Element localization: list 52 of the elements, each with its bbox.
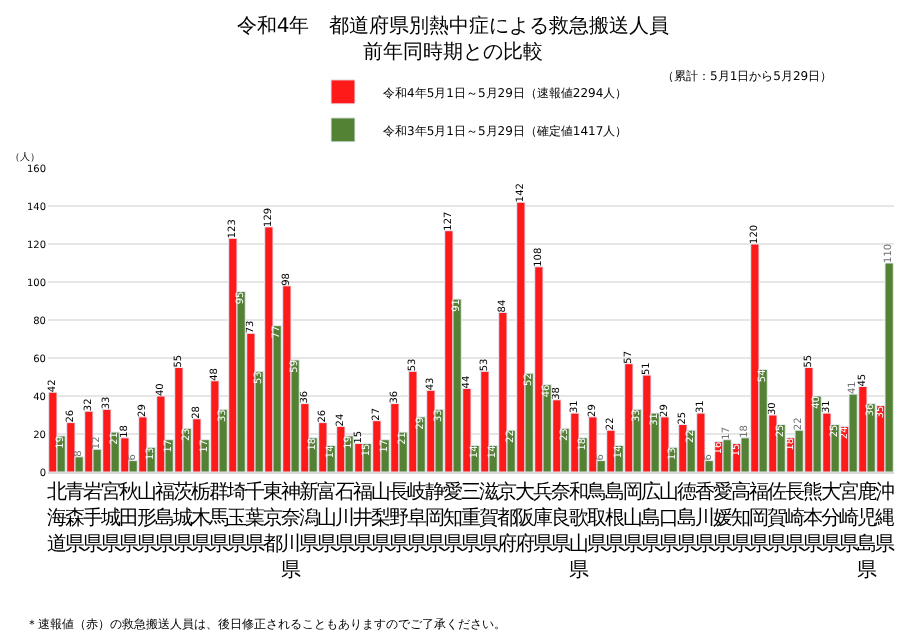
x-tick-label: 香川県 <box>695 480 715 556</box>
x-tick-label: 富山県 <box>317 480 337 556</box>
x-tick-label: 山形県 <box>137 480 157 556</box>
x-tick-label: 茨城県 <box>171 480 193 556</box>
x-tick-label: 大分県 <box>821 480 841 556</box>
x-tick-label: 広島県 <box>641 480 661 556</box>
x-tick-label: 兵庫県 <box>533 480 553 556</box>
x-tick-label: 山梨県 <box>371 480 391 556</box>
chart-title: 令和4年 都道府県別熱中症による救急搬送人員 <box>236 14 670 38</box>
x-tick-label: 岐阜県 <box>407 480 427 556</box>
x-tick-label: 群馬県 <box>207 480 229 556</box>
x-tick-label: 高知県 <box>731 480 751 556</box>
x-tick-label: 岡山県 <box>623 482 643 556</box>
x-tick-label: 鹿児島県 <box>857 480 877 582</box>
x-tick-label: 山口県 <box>659 480 679 556</box>
x-tick-label: 千葉県 <box>245 480 265 556</box>
bar <box>48 391 58 472</box>
x-tick-label: 徳島県 <box>677 482 697 556</box>
bar <box>722 439 732 472</box>
x-tick-label: 大阪府 <box>515 480 535 556</box>
x-tick-label: 愛知県 <box>443 480 463 556</box>
x-tick-label: 岩手県 <box>83 480 103 556</box>
x-tick-label: 神奈川県 <box>281 480 301 582</box>
x-tick-label: 静岡県 <box>425 480 445 556</box>
x-tick-label: 鳥取県 <box>585 480 607 556</box>
x-tick-label: 奈良県 <box>551 482 571 556</box>
x-tick-label: 福島県 <box>155 480 175 556</box>
x-tick-label: 長崎県 <box>785 482 805 556</box>
bar <box>884 262 894 472</box>
chart-subtitle: 前年同時期との比較 <box>363 40 543 64</box>
x-tick-label: 宮城県 <box>99 480 121 556</box>
x-tick-label: 京都府 <box>497 480 517 556</box>
x-tick-label: 東京都 <box>263 480 283 556</box>
x-tick-label: 石川県 <box>335 482 355 556</box>
x-tick-label: 秋田県 <box>119 480 139 556</box>
x-tick-label: 新潟県 <box>299 480 319 556</box>
x-tick-label: 愛媛県 <box>713 480 733 556</box>
x-tick-label: 熊本県 <box>803 480 823 556</box>
x-tick-label: 栃木県 <box>191 480 211 556</box>
x-tick-label: 福井県 <box>353 480 373 556</box>
x-tick-label: 三重県 <box>461 482 481 556</box>
x-tick-label: 青森県 <box>65 480 85 556</box>
x-tick-label: 宮崎県 <box>839 480 859 556</box>
x-tick-label: 佐賀県 <box>767 482 787 556</box>
x-tick-label: 島根県 <box>605 480 625 556</box>
x-tick-label: 和歌山県 <box>569 480 589 582</box>
x-tick-label: 長野県 <box>389 482 409 556</box>
x-tick-label: 北海道 <box>47 480 67 556</box>
x-tick-label: 沖縄県 <box>873 480 895 556</box>
x-tick-label: 滋賀県 <box>479 480 499 556</box>
x-tick-label: 福岡県 <box>749 480 769 556</box>
x-tick-label: 埼玉県 <box>225 480 247 556</box>
